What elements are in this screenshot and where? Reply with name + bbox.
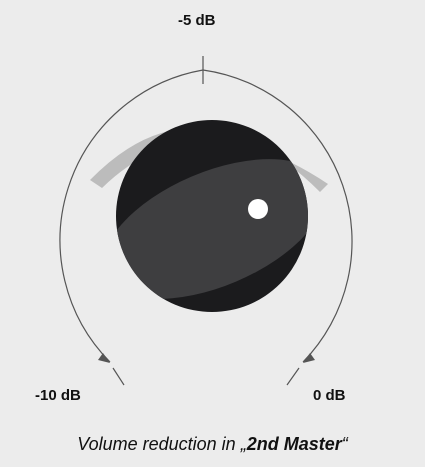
right-db-label: 0 dB	[313, 387, 346, 404]
left-tick	[112, 367, 125, 386]
caption-prefix: Volume reduction in	[77, 434, 241, 454]
scale-arc-right	[202, 69, 353, 363]
caption-target: 2nd Master	[246, 434, 342, 454]
caption: Volume reduction in „2nd Master“	[0, 433, 425, 455]
right-arrow-icon	[303, 353, 315, 363]
right-tick	[286, 367, 300, 386]
scale-arc-left	[59, 69, 204, 363]
top-db-label: -5 dB	[178, 12, 216, 29]
indicator-dot-icon	[248, 199, 268, 219]
caption-open-quote: „	[240, 434, 247, 454]
left-arrow-icon	[98, 353, 110, 363]
caption-close-quote: “	[341, 434, 348, 454]
knob-highlight	[116, 159, 308, 299]
left-db-label: -10 dB	[35, 387, 81, 404]
